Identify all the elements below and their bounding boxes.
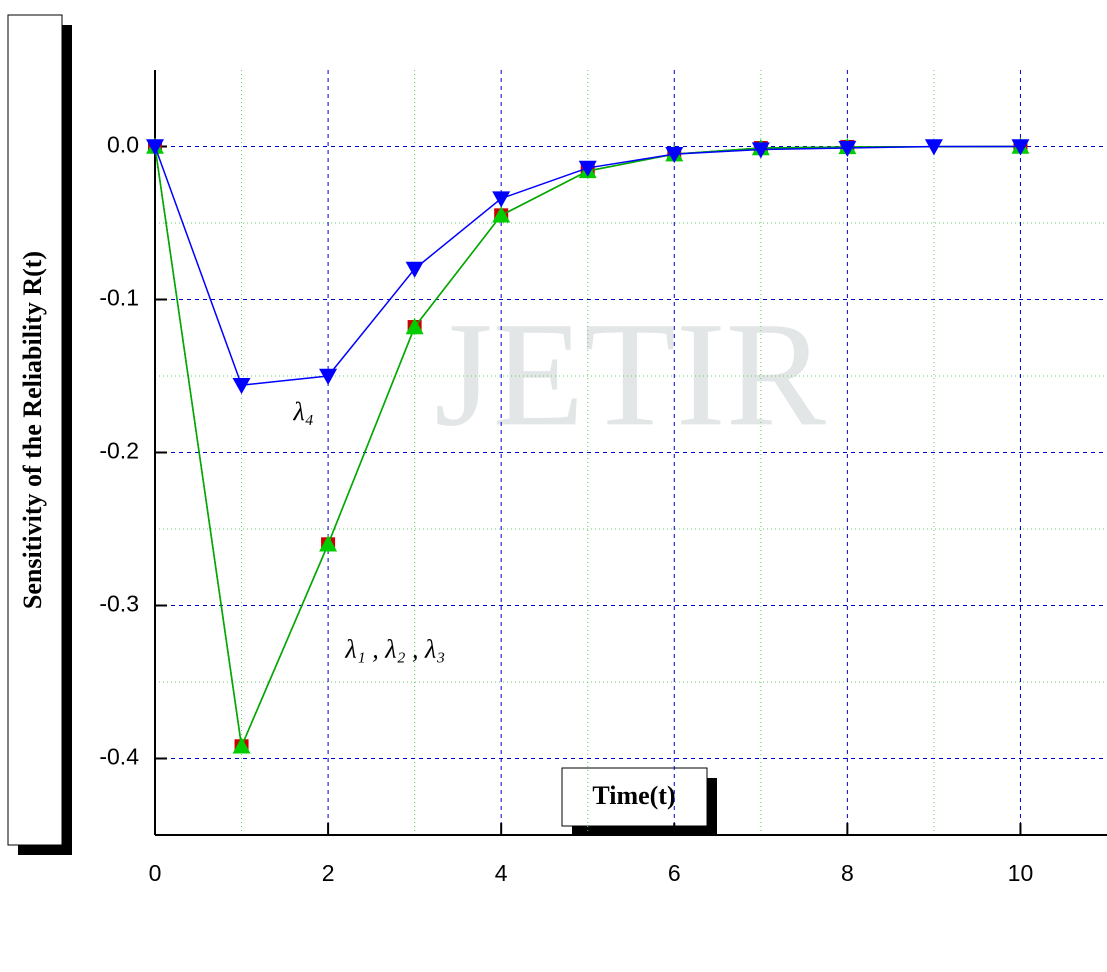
x-tick-label: 10 (1008, 860, 1034, 886)
chart: JETIR Sensitivity of the Reliability R(t… (0, 0, 1107, 972)
marker (406, 262, 424, 278)
x-axis-label: Time(t) (592, 781, 675, 810)
y-tick-label: -0.1 (99, 285, 139, 311)
annotation: λ₄ (292, 397, 313, 426)
y-tick-label: 0.0 (107, 132, 139, 158)
marker (492, 191, 510, 207)
x-tick-label: 4 (495, 860, 508, 886)
y-tick-label: -0.3 (99, 591, 139, 617)
marker (233, 378, 251, 394)
y-tick-label: -0.2 (99, 438, 139, 464)
x-tick-label: 0 (149, 860, 162, 886)
x-tick-label: 6 (668, 860, 681, 886)
watermark: JETIR (434, 291, 826, 457)
y-axis-label: Sensitivity of the Reliability R(t) (18, 251, 47, 609)
annotation: λ₁ , λ₂ , λ₃ (344, 634, 445, 663)
x-tick-label: 2 (322, 860, 335, 886)
y-tick-label: -0.4 (99, 744, 139, 770)
x-tick-label: 8 (841, 860, 854, 886)
